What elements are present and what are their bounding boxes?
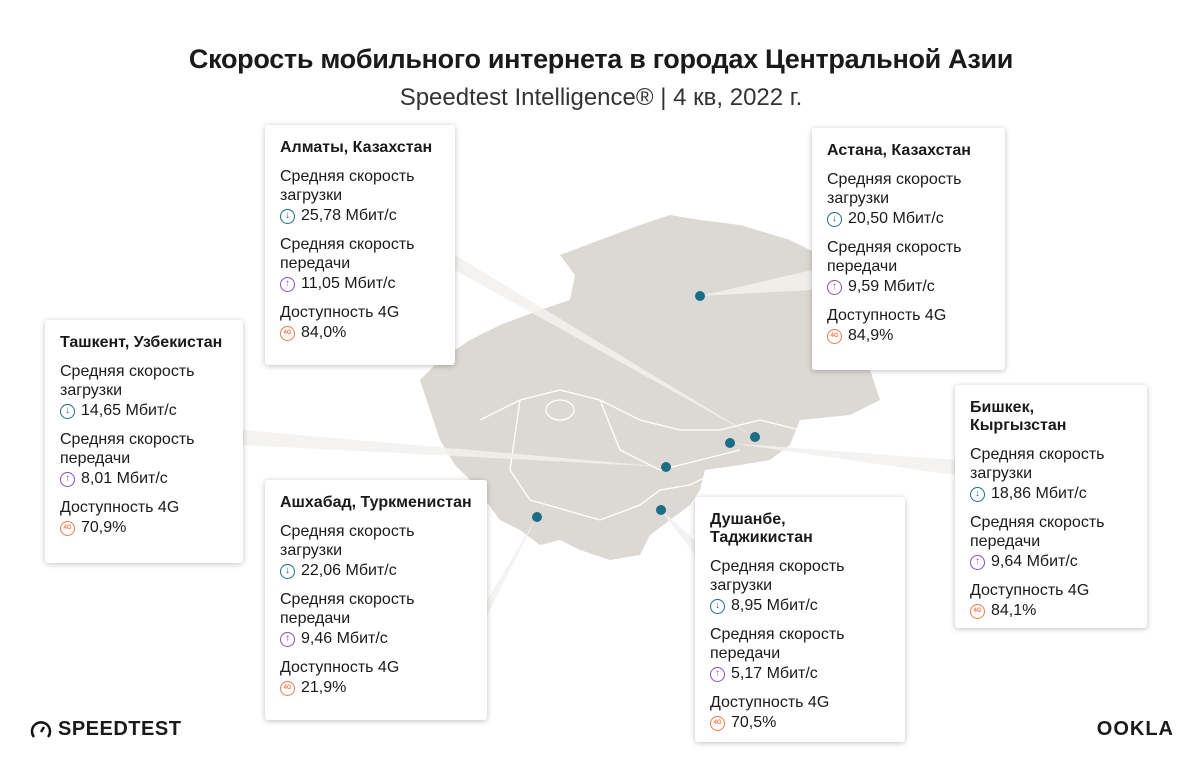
dot-tashkent <box>661 462 671 472</box>
4g-badge-icon: 4G <box>60 520 75 536</box>
city-name: Душанбе, Таджикистан <box>710 511 813 546</box>
arrow-down-circle-icon: ↓ <box>60 403 75 419</box>
city-name: Алматы, Казахстан <box>280 139 433 156</box>
4g-badge-icon: 4G <box>970 603 985 619</box>
download-label: Средняя скорость загрузки <box>280 168 415 204</box>
download-value: 20,50 Мбит/с <box>848 210 944 227</box>
city-name: Ташкент, Узбекистан <box>60 334 223 351</box>
arrow-down-circle-icon: ↓ <box>280 563 295 579</box>
city-card: Алматы, Казахстан Средняя скорость загру… <box>265 125 455 365</box>
download-value: 25,78 Мбит/с <box>301 207 397 224</box>
upload-value: 9,46 Мбит/с <box>301 630 388 647</box>
availability-value: 84,0% <box>301 324 347 341</box>
city-dots <box>532 291 760 522</box>
city-card: Душанбе, Таджикистан Средняя скорость за… <box>695 497 905 742</box>
upload-value: 11,05 Мбит/с <box>301 275 396 292</box>
upload-label: Средняя скорость передачи <box>280 591 415 627</box>
4g-badge-icon: 4G <box>280 325 295 341</box>
download-value: 8,95 Мбит/с <box>731 597 818 614</box>
availability-value: 84,9% <box>848 327 894 344</box>
city-card: Ашхабад, Туркменистан Средняя скорость з… <box>265 480 487 720</box>
download-label: Средняя скорость загрузки <box>827 171 962 207</box>
ookla-logo: OOKLA <box>1096 718 1174 740</box>
upload-value: 9,59 Мбит/с <box>848 278 935 295</box>
arrow-down-circle-icon: ↓ <box>710 598 725 614</box>
arrow-down-circle-icon: ↓ <box>827 211 842 227</box>
city-name: Бишкек, Кыргызстан <box>970 399 1067 434</box>
availability-label: Доступность 4G <box>827 307 947 324</box>
dot-astana <box>695 291 705 301</box>
availability-value: 21,9% <box>301 679 347 696</box>
dot-bishkek <box>725 438 735 448</box>
city-card: Астана, Казахстан Средняя скорость загру… <box>812 128 1005 370</box>
upload-label: Средняя скорость передачи <box>60 431 195 467</box>
upload-label: Средняя скорость передачи <box>827 239 962 275</box>
arrow-down-circle-icon: ↓ <box>970 486 985 502</box>
arrow-up-circle-icon: ↑ <box>970 554 985 570</box>
page-subtitle: Speedtest Intelligence® | 4 кв, 2022 г. <box>399 84 803 111</box>
download-value: 22,06 Мбит/с <box>301 562 397 579</box>
download-value: 14,65 Мбит/с <box>81 402 177 419</box>
dot-dushanbe <box>656 505 666 515</box>
dot-ashgabat <box>532 512 542 522</box>
upload-label: Средняя скорость передачи <box>710 626 845 662</box>
arrow-up-circle-icon: ↑ <box>710 666 725 682</box>
availability-label: Доступность 4G <box>280 304 400 321</box>
4g-badge-icon: 4G <box>827 328 842 344</box>
upload-label: Средняя скорость передачи <box>280 236 415 272</box>
arrow-down-circle-icon: ↓ <box>280 208 295 224</box>
availability-value: 70,5% <box>731 714 777 731</box>
speedtest-wordmark: SPEEDTEST <box>58 718 182 740</box>
availability-label: Доступность 4G <box>280 659 400 676</box>
download-label: Средняя скорость загрузки <box>280 523 415 559</box>
city-name: Астана, Казахстан <box>827 142 971 159</box>
availability-label: Доступность 4G <box>970 582 1090 599</box>
upload-value: 5,17 Мбит/с <box>731 665 818 682</box>
dot-almaty <box>750 432 760 442</box>
arrow-up-circle-icon: ↑ <box>60 471 75 487</box>
upload-value: 9,64 Мбит/с <box>991 553 1078 570</box>
borders <box>479 389 801 521</box>
arrow-up-circle-icon: ↑ <box>280 631 295 647</box>
arrow-up-circle-icon: ↑ <box>827 279 842 295</box>
download-label: Средняя скорость загрузки <box>970 446 1105 482</box>
4g-badge-icon: 4G <box>280 680 295 696</box>
leader-lines <box>243 255 955 615</box>
upload-label: Средняя скорость передачи <box>970 514 1105 550</box>
speedtest-logo: SPEEDTEST <box>30 718 181 741</box>
upload-value: 8,01 Мбит/с <box>81 470 168 487</box>
4g-badge-icon: 4G <box>710 715 725 731</box>
page-title: Скорость мобильного интернета в городах … <box>188 44 1014 74</box>
gauge-icon <box>30 720 52 738</box>
arrow-up-circle-icon: ↑ <box>280 276 295 292</box>
availability-value: 84,1% <box>991 602 1037 619</box>
download-value: 18,86 Мбит/с <box>991 485 1087 502</box>
download-label: Средняя скорость загрузки <box>710 558 845 594</box>
availability-value: 70,9% <box>81 519 127 536</box>
availability-label: Доступность 4G <box>710 694 830 711</box>
city-card: Ташкент, Узбекистан Средняя скорость заг… <box>45 320 243 563</box>
city-card: Бишкек, Кыргызстан Средняя скорость загр… <box>955 385 1147 628</box>
availability-label: Доступность 4G <box>60 499 180 516</box>
city-name: Ашхабад, Туркменистан <box>280 494 472 511</box>
download-label: Средняя скорость загрузки <box>60 363 195 399</box>
region-shape <box>420 215 880 560</box>
